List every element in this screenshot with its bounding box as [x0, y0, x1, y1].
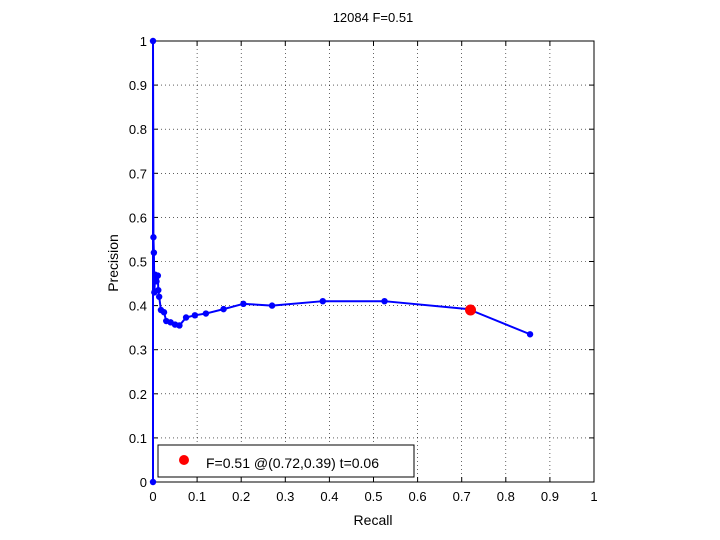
y-tick-label: 0.7	[129, 166, 147, 181]
legend-label: F=0.51 @(0.72,0.39) t=0.06	[206, 455, 379, 471]
data-point	[150, 234, 157, 241]
series-layer	[149, 37, 534, 486]
y-tick-label: 0.2	[129, 387, 147, 402]
chart-title: 12084 F=0.51	[333, 10, 414, 25]
data-point	[154, 272, 162, 279]
data-point	[149, 37, 157, 45]
data-point	[155, 293, 163, 300]
legend: F=0.51 @(0.72,0.39) t=0.06	[157, 444, 415, 478]
y-tick-label: 0.6	[129, 210, 147, 225]
y-axis-label: Precision	[105, 234, 121, 292]
data-point	[160, 309, 168, 316]
data-point	[155, 286, 162, 294]
x-tick-label: 0.7	[453, 489, 471, 504]
x-tick-label: 0	[149, 489, 156, 504]
y-tick-label: 0	[140, 475, 147, 490]
x-tick-label: 0.9	[541, 489, 559, 504]
y-tick-label: 1	[140, 34, 147, 49]
legend-box	[157, 444, 415, 478]
legend-marker	[179, 455, 189, 465]
y-tick-label: 0.1	[129, 431, 147, 446]
data-point	[202, 310, 210, 317]
axis-ticks: 0 0.1 0.2 0.3 0.4 0.5 0.6 0.7 0.8 0.9 1 0 0.1 0.2 0.3 0…	[129, 34, 598, 504]
data-point	[150, 249, 158, 256]
data-point	[220, 305, 227, 313]
y-tick-label: 0.3	[129, 343, 147, 358]
data-point	[191, 312, 199, 319]
data-point	[268, 302, 276, 309]
data-point	[153, 278, 160, 285]
best-f-point	[465, 304, 477, 316]
grid	[153, 41, 594, 482]
x-axis-label: Recall	[354, 512, 393, 528]
x-tick-label: 0.2	[232, 489, 250, 504]
y-tick-label: 0.5	[129, 255, 147, 270]
y-tick-label: 0.4	[129, 299, 147, 314]
data-point	[182, 314, 190, 321]
x-tick-label: 0.8	[497, 489, 515, 504]
data-point	[176, 322, 183, 329]
data-point	[149, 478, 157, 486]
data-point	[240, 300, 247, 308]
x-tick-label: 0.5	[364, 489, 382, 504]
data-point	[381, 297, 388, 305]
x-tick-label: 0.1	[188, 489, 206, 504]
data-point	[319, 297, 326, 305]
y-tick-label: 0.8	[129, 122, 147, 137]
x-tick-label: 1	[590, 489, 597, 504]
data-point	[526, 331, 534, 338]
x-tick-label: 0.3	[276, 489, 294, 504]
x-tick-label: 0.4	[320, 489, 338, 504]
x-tick-label: 0.6	[409, 489, 427, 504]
y-tick-label: 0.9	[129, 78, 147, 93]
